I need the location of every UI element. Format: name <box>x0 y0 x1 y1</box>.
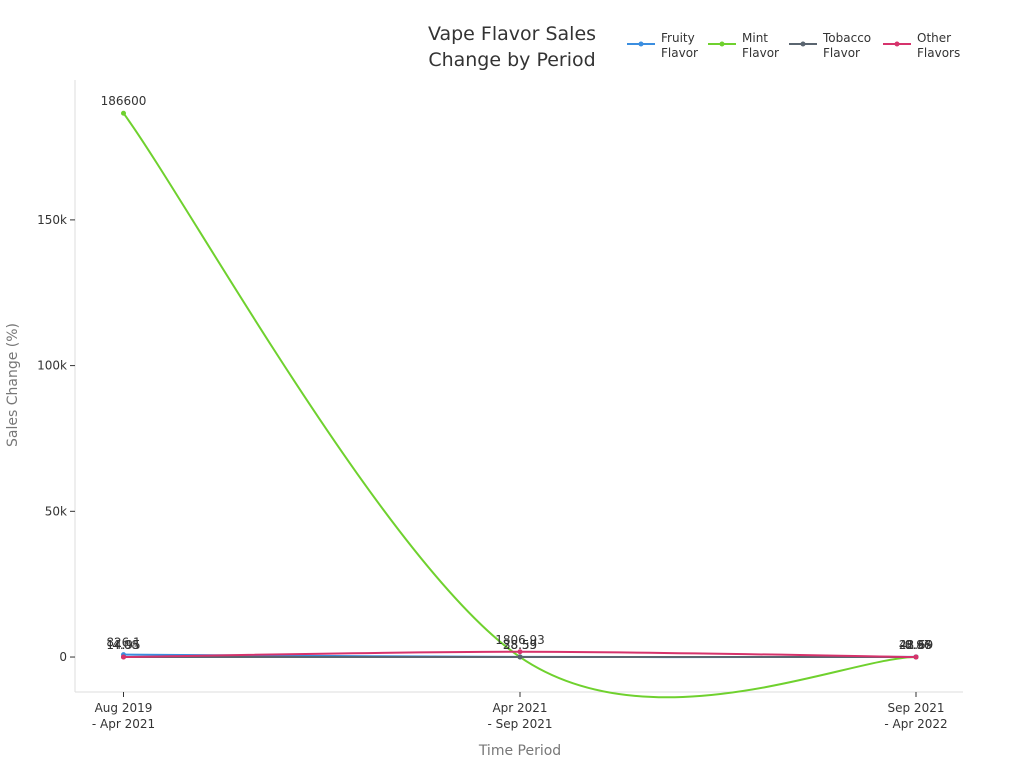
data-points <box>121 110 919 660</box>
x-tick-label: Apr 2021- Sep 2021 <box>487 701 552 731</box>
legend-marker-tobacco-flavor <box>800 41 806 47</box>
x-ticks: Aug 2019- Apr 2021 Apr 2021- Sep 2021 Sep … <box>92 692 948 731</box>
data-point-other-flavors <box>121 654 126 660</box>
legend-label-other-flavors: Other Flavors <box>917 31 960 60</box>
data-point-other-flavors <box>517 649 523 655</box>
data-label-mint-flavor: 22.69 <box>899 638 933 652</box>
chart-title: Vape Flavor Sales Change by Period <box>428 23 596 71</box>
series-line-mint-flavor <box>122 112 917 699</box>
y-tick-label: 100k <box>37 359 67 373</box>
data-label-tobacco-flavor: 14.95 <box>106 638 140 652</box>
x-tick-label: Sep 2021- Apr 2022 <box>884 701 947 731</box>
series-lines <box>122 112 917 699</box>
data-label-other-flavors: 1806.93 <box>495 633 545 647</box>
legend-label-mint-flavor: Mint Flavor <box>742 31 779 60</box>
data-point-other-flavors <box>913 654 919 660</box>
data-label-tobacco-flavor: -0.96 <box>900 638 931 652</box>
data-label-other-flavors: -4.08 <box>108 638 139 652</box>
axes <box>74 80 963 693</box>
y-ticks: 0 50k 100k 150k <box>37 213 75 664</box>
y-axis-title: Sales Change (%) <box>5 323 21 447</box>
legend-marker-other-flavors <box>894 41 900 47</box>
data-label-tobacco-flavor: 28.59 <box>503 638 537 652</box>
legend: Fruity Flavor Mint Flavor Tobacco Flavor Other… <box>627 31 960 60</box>
y-tick-label: 150k <box>37 213 67 227</box>
data-label-fruity-flavor: 38.55 <box>503 638 537 652</box>
data-label-other-flavors: -8.87 <box>900 638 931 652</box>
x-tick-label: Aug 2019- Apr 2021 <box>92 701 155 731</box>
data-label-fruity-flavor: 826.1 <box>106 636 140 650</box>
x-axis-title: Time Period <box>478 743 561 759</box>
data-labels: 826.1 38.55 48.59 186600 22.69 14.95 28.59 -0.9… <box>101 94 934 652</box>
y-tick-label: 0 <box>59 650 67 664</box>
chart-title-line-2: Change by Period <box>428 49 595 71</box>
data-point-mint-flavor <box>121 110 126 116</box>
legend-label-tobacco-flavor: Tobacco Flavor <box>822 31 871 60</box>
legend-marker-fruity-flavor <box>638 41 644 47</box>
data-point-tobacco-flavor <box>517 654 523 660</box>
y-tick-label: 50k <box>45 504 67 518</box>
chart-title-line-1: Vape Flavor Sales <box>428 23 596 45</box>
legend-marker-mint-flavor <box>719 41 725 47</box>
data-label-mint-flavor: 186600 <box>101 94 147 108</box>
legend-label-fruity-flavor: Fruity Flavor <box>661 31 698 60</box>
data-label-fruity-flavor: 48.59 <box>899 638 933 652</box>
